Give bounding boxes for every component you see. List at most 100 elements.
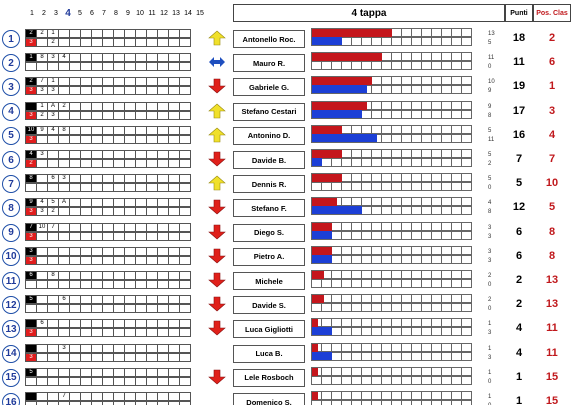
result-cell-bottom xyxy=(179,352,191,362)
result-cell-top xyxy=(179,343,191,353)
result-cell-bottom xyxy=(179,304,191,314)
result-cell-top xyxy=(179,367,191,377)
bar-cell xyxy=(461,158,472,167)
rank-badge: 10 xyxy=(2,247,20,266)
results-grid: 10 9 4 8 3 xyxy=(25,125,191,145)
points-value: 6 xyxy=(515,249,523,262)
bar-cell xyxy=(461,173,472,183)
up-arrow-icon xyxy=(208,30,226,46)
up-arrow-icon xyxy=(208,127,226,143)
small-count-bottom: 9 xyxy=(488,88,492,95)
player-name: Davide S. xyxy=(233,296,305,315)
blue-bar xyxy=(312,230,332,239)
result-cell-bottom xyxy=(179,207,191,217)
rank-badge: 11 xyxy=(2,272,20,290)
position-value: 15 xyxy=(545,370,559,383)
points-value: 16 xyxy=(512,128,526,141)
standings-row: 3 2 7 1 3 3 3 Gabriele G. 10 9 19 1 xyxy=(0,76,580,98)
position-value: 5 xyxy=(548,201,556,214)
down-arrow-icon xyxy=(208,272,226,288)
result-cell-top xyxy=(179,125,191,135)
round-number: 14 xyxy=(184,10,192,17)
round-number: 10 xyxy=(136,10,144,17)
score-bars xyxy=(311,391,472,405)
player-name: Domenico S. xyxy=(233,393,305,405)
score-bars xyxy=(311,221,472,241)
position-value: 8 xyxy=(548,249,556,262)
bar-cell xyxy=(461,351,472,361)
red-bar xyxy=(312,271,324,279)
bar-cell xyxy=(461,327,472,337)
result-cell-top xyxy=(179,392,191,401)
player-name: Lele Rosboch xyxy=(233,368,305,387)
small-count-top: 4 xyxy=(488,200,492,207)
small-count-bottom: 3 xyxy=(488,354,492,361)
small-count-top: 11 xyxy=(488,55,495,62)
blue-bar xyxy=(312,327,332,336)
bar-cell xyxy=(461,37,472,46)
bar-cell xyxy=(461,100,472,110)
bar-cell xyxy=(461,221,472,231)
down-arrow-icon xyxy=(208,78,226,94)
bar-cell xyxy=(461,230,472,240)
result-cell-bottom xyxy=(179,255,191,265)
blue-bar xyxy=(312,158,322,166)
points-value: 2 xyxy=(515,274,523,286)
standings-row: 10 3 3 Pietro A. 3 3 6 8 xyxy=(0,245,580,268)
round-number: 4 xyxy=(65,8,71,19)
standings-row: 8 9 4 5 A 3 3 2 Stefano F. 4 8 12 5 xyxy=(0,197,580,219)
rank-badge: 7 xyxy=(2,175,20,194)
no-change-icon xyxy=(208,345,226,361)
standings-row: 4 1 A 2 3 2 3 Stefano Cestari 9 8 17 3 xyxy=(0,100,580,123)
down-arrow-icon xyxy=(208,224,226,240)
small-count-top: 3 xyxy=(488,248,492,255)
down-arrow-icon xyxy=(208,248,226,264)
result-cell-bottom xyxy=(179,38,191,47)
score-bars xyxy=(311,100,472,120)
result-cell-bottom xyxy=(179,62,191,72)
player-name: Stefano F. xyxy=(233,199,305,218)
rank-badge: 1 xyxy=(2,30,20,48)
small-count-top: 10 xyxy=(488,79,495,86)
result-cell-bottom xyxy=(179,376,191,386)
result-cell-top xyxy=(179,53,191,63)
player-name: Diego S. xyxy=(233,223,305,242)
result-cell-top xyxy=(179,101,191,111)
bar-cell xyxy=(461,149,472,158)
score-bars xyxy=(311,197,472,216)
small-count-bottom: 0 xyxy=(488,306,492,313)
bar-cell xyxy=(461,245,472,255)
points-value: 2 xyxy=(515,298,523,311)
points-value: 1 xyxy=(515,395,523,405)
red-bar xyxy=(312,343,318,352)
standings-row: 5 10 9 4 8 3 Antonino D. 5 11 16 4 xyxy=(0,124,580,147)
result-cell-bottom xyxy=(179,110,191,120)
down-arrow-icon xyxy=(208,151,226,167)
bar-cell xyxy=(461,279,472,288)
player-name: Gabriele G. xyxy=(233,78,305,97)
points-value: 18 xyxy=(512,32,526,44)
bar-cell xyxy=(461,366,472,376)
round-number: 9 xyxy=(126,10,130,17)
score-bars xyxy=(311,52,472,71)
standings-row: 11 6 8 Michele 2 0 2 13 xyxy=(0,270,580,292)
bar-cell xyxy=(461,375,472,385)
standings-row: 16 7 Domenico S. 1 0 1 15 xyxy=(0,391,580,405)
rank-badge: 15 xyxy=(2,368,20,387)
score-bars xyxy=(311,342,472,362)
small-count-top: 9 xyxy=(488,103,492,110)
bar-cell xyxy=(461,124,472,134)
position-value: 6 xyxy=(548,56,556,69)
result-cell-top xyxy=(179,222,191,232)
result-cell-bottom xyxy=(179,280,191,289)
player-name: Antonello Roc. xyxy=(233,30,305,48)
player-name: Luca B. xyxy=(233,344,305,363)
position-value: 8 xyxy=(548,225,556,238)
position-value: 4 xyxy=(548,128,556,141)
